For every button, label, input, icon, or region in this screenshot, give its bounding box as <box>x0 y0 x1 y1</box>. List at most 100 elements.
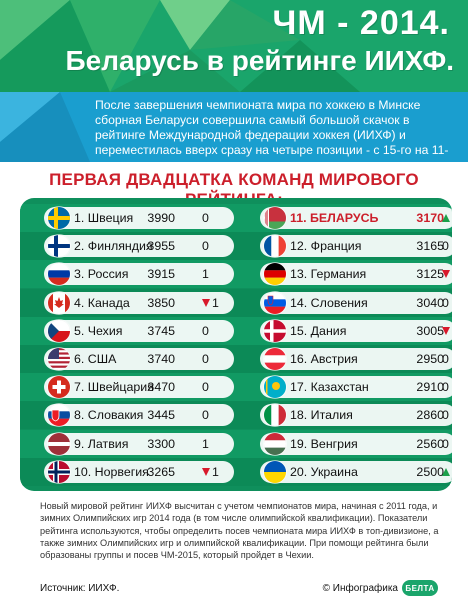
rank-change-value: 0 <box>202 239 209 254</box>
row-background <box>44 207 234 229</box>
copyright: © Инфографика БЕЛТА <box>323 580 438 596</box>
team-name: 13. Германия <box>290 267 367 282</box>
team-name: 12. Франция <box>290 239 362 254</box>
slovenia-flag-icon <box>264 291 286 314</box>
ukraine-flag-icon <box>264 460 286 483</box>
team-name: 4. Канада <box>74 295 130 310</box>
arrow-up-icon <box>442 467 450 476</box>
rank-change: 2 <box>442 267 452 281</box>
row-background <box>44 263 234 286</box>
italy-flag-icon <box>264 404 286 427</box>
belarus-flag-icon <box>264 207 286 229</box>
title-line-2: Беларусь в рейтинге ИИХФ. <box>65 45 455 76</box>
team-name: 9. Латвия <box>74 436 129 451</box>
team-points: 3740 <box>147 352 175 366</box>
rank-change: 1 <box>442 465 452 479</box>
kazakhstan-flag-icon <box>264 376 286 399</box>
rank-change: 0 <box>202 408 209 422</box>
rank-change-value: 0 <box>202 323 209 338</box>
team-name: 15. Дания <box>290 323 347 338</box>
decorative-triangles <box>0 0 360 92</box>
rank-change-value: 1 <box>202 436 209 451</box>
team-points: 2500 <box>416 464 444 479</box>
canada-flag-icon <box>48 291 70 314</box>
team-name: 3. Россия <box>74 267 129 282</box>
team-points: 3445 <box>147 408 175 423</box>
ranking-row: 1. Швеция 3990 0 <box>44 204 238 232</box>
row-background <box>260 235 452 258</box>
sweden-flag-icon <box>48 207 70 229</box>
ranking-row: 11. БЕЛАРУСЬ 31704 <box>260 204 452 232</box>
denmark-flag-icon <box>264 319 286 342</box>
rank-change: 0 <box>442 408 449 422</box>
team-name: 7. Швейцария <box>74 380 154 395</box>
rank-change: 0 <box>202 239 209 253</box>
intro-banner: После завершения чемпионата мира по хокк… <box>0 92 468 172</box>
team-name: 14. Словения <box>290 295 368 310</box>
latvia-flag-icon <box>48 432 70 455</box>
intro-text: После завершения чемпионата мира по хокк… <box>95 98 449 172</box>
team-name: 16. Австрия <box>290 352 358 366</box>
ranking-row: 5. Чехия 3745 0 <box>44 317 238 345</box>
rank-change: 0 <box>442 352 449 366</box>
rank-change-value: 1 <box>212 464 219 479</box>
row-background <box>260 460 452 483</box>
rank-change-value: 0 <box>442 436 449 451</box>
row-background <box>44 376 234 399</box>
row-background <box>44 432 234 455</box>
row-background <box>44 460 234 483</box>
belta-logo: БЕЛТА <box>402 580 438 596</box>
norway-flag-icon <box>48 460 70 483</box>
row-background <box>260 432 452 455</box>
row-background <box>44 319 234 342</box>
row-background <box>44 291 234 314</box>
czech-flag-icon <box>48 319 70 342</box>
ranking-row: 14. Словения 3040 0 <box>260 289 452 317</box>
team-points: 3170 <box>416 211 444 225</box>
row-background <box>260 348 452 370</box>
row-background <box>260 319 452 342</box>
austria-flag-icon <box>264 348 286 370</box>
ranking-row: 2. Финляндия 3955 0 <box>44 232 238 260</box>
rank-change: 0 <box>202 352 209 366</box>
team-points: 3915 <box>147 267 175 282</box>
row-background <box>260 207 452 229</box>
decorative-triangles-blue <box>0 92 90 162</box>
ranking-row: 18. Италия 2860 0 <box>260 401 452 429</box>
rank-change: 1 <box>202 465 219 479</box>
ranking-row: 10. Норвегия 3265 1 <box>44 458 238 486</box>
team-name: 17. Казахстан <box>290 380 369 395</box>
team-points: 3470 <box>147 380 175 395</box>
rank-change-value: 0 <box>202 380 209 395</box>
team-points: 3265 <box>147 464 175 479</box>
finland-flag-icon <box>48 235 70 258</box>
team-points: 2860 <box>416 408 444 423</box>
rank-change-value: 0 <box>442 352 449 366</box>
rankings-table: 1. Швеция 3990 0 2. Финляндия 3955 0 3. Россия… <box>20 198 452 491</box>
team-points: 3300 <box>147 436 175 451</box>
team-name: 20. Украина <box>290 464 358 479</box>
rank-change: 0 <box>202 380 209 394</box>
rank-change: 0 <box>442 296 449 310</box>
arrow-down-icon <box>202 467 210 476</box>
footnote: Новый мировой рейтинг ИИХФ высчитан с уч… <box>40 501 439 561</box>
row-background <box>260 263 452 286</box>
rank-change: 4 <box>442 211 452 225</box>
title-line-1: ЧМ - 2014. <box>272 4 450 42</box>
arrow-down-icon <box>442 270 450 279</box>
row-background <box>44 348 234 370</box>
arrow-down-icon <box>202 298 210 307</box>
team-name: 1. Швеция <box>74 211 134 225</box>
team-points: 3005 <box>416 323 444 338</box>
team-points: 3040 <box>416 295 444 310</box>
copyright-text: © Инфографика <box>322 582 398 594</box>
rank-change-value: 0 <box>442 239 449 254</box>
team-name: 11. БЕЛАРУСЬ <box>290 211 379 225</box>
rank-change: 1 <box>202 296 219 310</box>
ranking-row: 15. Дания 30052 <box>260 317 452 345</box>
rank-change-value: 1 <box>202 267 209 282</box>
ranking-row: 9. Латвия 3300 1 <box>44 430 238 458</box>
ranking-row: 7. Швейцария 3470 0 <box>44 373 238 401</box>
team-points: 2560 <box>416 436 444 451</box>
